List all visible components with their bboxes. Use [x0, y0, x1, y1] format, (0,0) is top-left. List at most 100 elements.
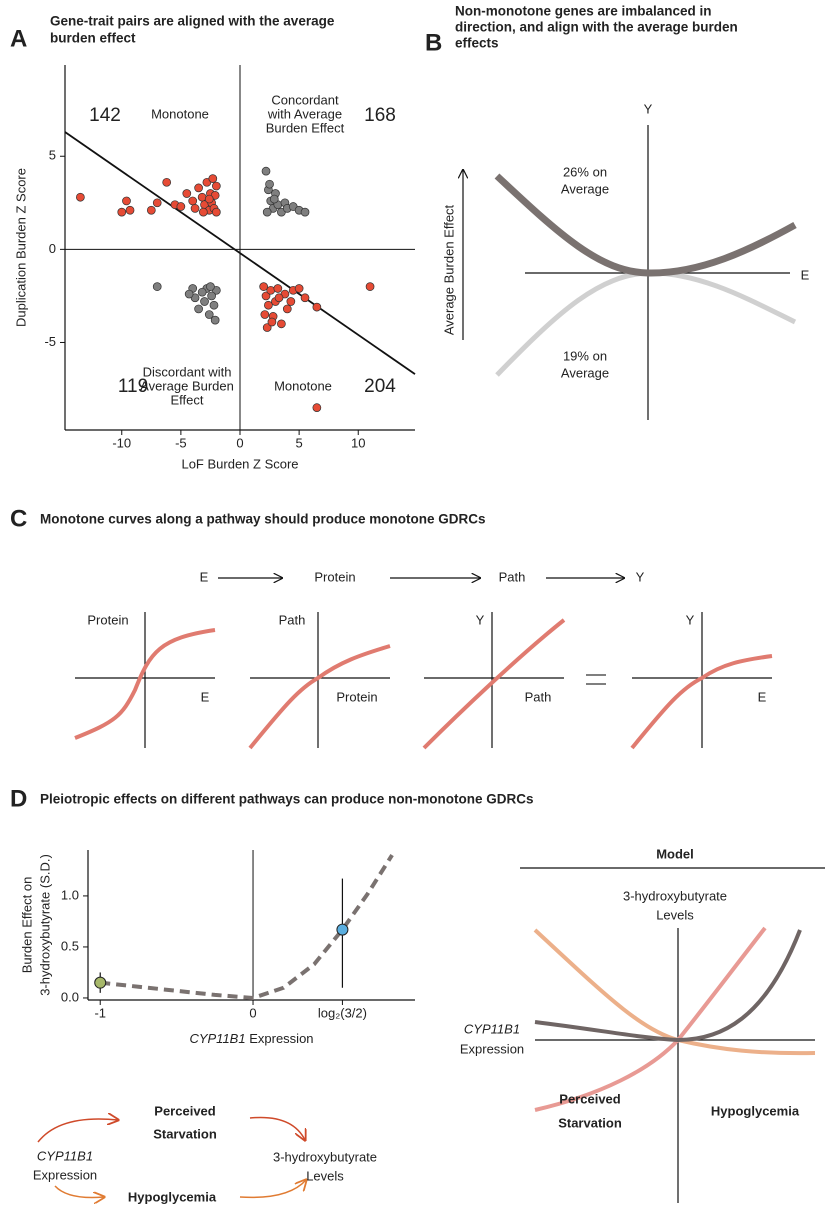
y-axis-label: Average Burden Effect	[441, 204, 456, 335]
arrow	[249, 1116, 305, 1140]
y-axis-label: 3-hydroxybutyrate (S.D.)	[37, 854, 52, 996]
fit-line	[64, 131, 416, 375]
y-tick-label: 0.5	[61, 938, 79, 953]
model-annotation: Hypoglycemia	[711, 1103, 800, 1118]
point	[197, 287, 207, 297]
point	[197, 192, 207, 202]
flow-node: Protein	[314, 569, 355, 584]
node: CYP11B1	[37, 1148, 93, 1163]
model-annotation: Perceived	[559, 1091, 620, 1106]
quadrant-count: 168	[364, 105, 396, 126]
quadrant-label: Average Burden	[140, 378, 234, 393]
curve	[534, 929, 802, 1043]
panel-title: Monotone curves along a pathway should p…	[40, 512, 486, 527]
point	[265, 179, 274, 189]
x-tick-label: -1	[94, 1005, 106, 1020]
curve	[533, 928, 816, 1056]
point	[294, 284, 304, 293]
point	[262, 323, 272, 332]
quadrant-label: Effect	[170, 392, 203, 407]
node: Starvation	[153, 1126, 217, 1141]
point	[200, 297, 209, 306]
x-tick-label: log₂(3/2)	[318, 1005, 367, 1020]
plot-y-label: Y	[476, 612, 485, 627]
model-x-label: CYP11B1	[464, 1021, 520, 1036]
point	[260, 310, 270, 319]
quadrant-label: Concordant	[271, 92, 339, 107]
quadrant-label: Monotone	[151, 106, 209, 121]
point	[146, 205, 156, 215]
flow-node: Y	[636, 569, 645, 584]
model-y-label: 3-hydroxybutyrate	[623, 888, 727, 903]
plot	[74, 612, 216, 748]
plot-x-label: E	[758, 689, 767, 704]
model-title: Model	[656, 846, 694, 861]
quadrant-label: Monotone	[274, 378, 332, 393]
curve	[494, 173, 797, 277]
point	[204, 310, 214, 319]
point	[122, 196, 131, 206]
panel-title: Pleiotropic effects on different pathway…	[40, 792, 534, 807]
point	[184, 289, 194, 299]
point	[277, 319, 286, 329]
point	[207, 291, 216, 301]
y-tick-label: 0	[49, 241, 56, 256]
axis-name: E	[801, 267, 810, 282]
x-tick-label: -10	[112, 435, 131, 450]
point	[204, 194, 214, 204]
panel-title: direction, and align with the average bu…	[455, 20, 738, 35]
x-axis-label-gene: CYP11B1	[189, 1031, 245, 1046]
x-tick-label: 10	[351, 435, 365, 450]
point	[152, 198, 162, 208]
point	[162, 177, 172, 187]
node: 3-hydroxybutyrate	[273, 1149, 377, 1164]
quadrant-label: Burden Effect	[266, 120, 345, 135]
panel-title: Gene-trait pairs are aligned with the av…	[50, 14, 335, 29]
point	[274, 293, 284, 303]
y-tick-label: 0.0	[61, 989, 79, 1004]
y-axis-label: Burden Effect on	[19, 877, 34, 974]
point	[182, 189, 192, 198]
y-tick-label: 1.0	[61, 887, 79, 902]
quadrant-count: 119	[118, 376, 148, 397]
panel-letter: A	[10, 25, 27, 52]
axis-name: Y	[644, 101, 653, 116]
point	[312, 403, 322, 413]
line	[100, 854, 394, 1000]
point	[76, 192, 85, 202]
model-x-label: Expression	[460, 1041, 524, 1056]
model-annotation: Starvation	[558, 1115, 622, 1130]
point	[125, 205, 135, 215]
point	[267, 317, 277, 327]
point	[94, 976, 107, 989]
point	[266, 285, 276, 295]
x-tick-label: 0	[249, 1005, 256, 1020]
x-tick-label: -5	[175, 435, 187, 450]
point	[365, 282, 375, 291]
annotation: Average	[561, 181, 609, 196]
flow-node: Path	[499, 569, 526, 584]
x-tick-label: 0	[236, 435, 243, 450]
point	[286, 297, 296, 306]
annotation: Average	[561, 365, 609, 380]
panel-d-diagram	[37, 867, 825, 1203]
panel-title: Non-monotone genes are imbalanced in	[455, 4, 712, 19]
curve	[534, 926, 767, 1112]
panel-letter: D	[10, 785, 27, 812]
flow-node: E	[200, 569, 209, 584]
annotation: 26% on	[563, 164, 607, 179]
point	[269, 194, 279, 204]
point	[176, 202, 186, 211]
point	[259, 282, 268, 291]
plot-y-label: Protein	[87, 612, 128, 627]
point	[194, 183, 203, 193]
point	[212, 181, 221, 191]
point	[188, 196, 198, 206]
panel-letter: C	[10, 505, 27, 532]
plot-y-label: Path	[279, 612, 306, 627]
model-y-label: Levels	[656, 907, 694, 922]
point	[152, 282, 162, 291]
quadrant-count: 204	[364, 376, 396, 397]
y-tick-label: -5	[44, 334, 56, 349]
point	[282, 304, 292, 314]
